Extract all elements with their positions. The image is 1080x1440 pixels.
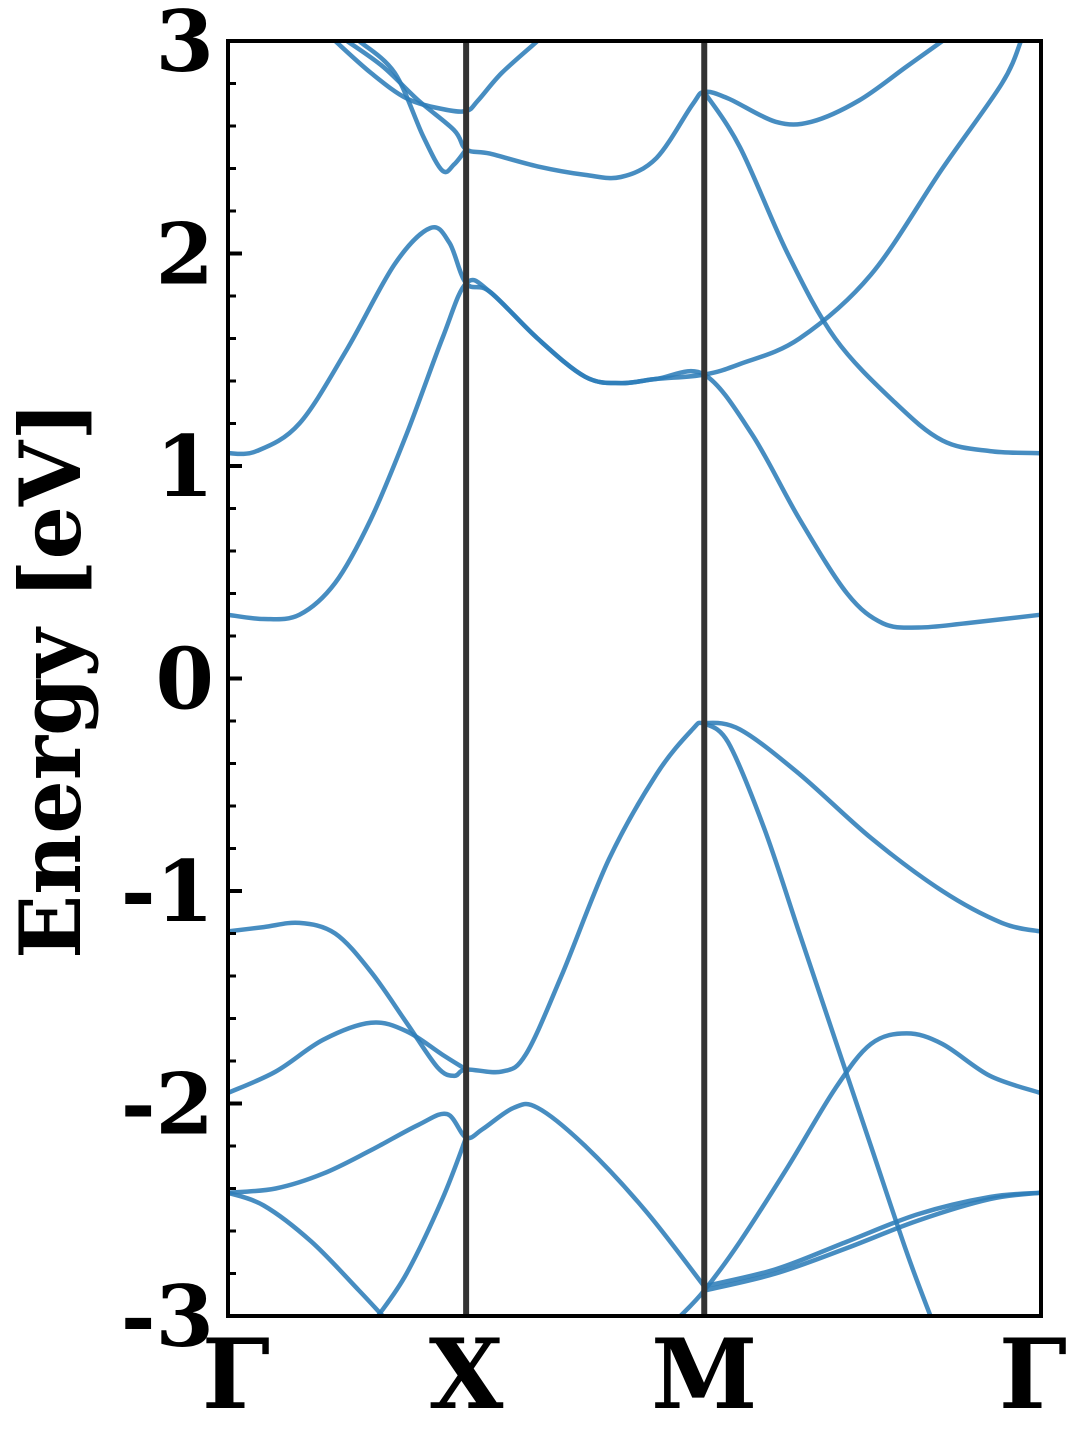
y-tick-label: 3 — [156, 0, 214, 91]
band-7 — [228, 720, 1041, 1079]
high-symmetry-lines — [463, 41, 708, 1316]
band-lines — [228, 41, 1041, 1316]
y-tick-label: -2 — [121, 1055, 214, 1154]
band-9 — [701, 720, 933, 1316]
x-tick-label-2: X — [429, 1318, 504, 1431]
x-tick-label-3: M — [651, 1318, 757, 1431]
plot-frame — [226, 39, 1043, 1318]
y-tick-label: -3 — [121, 1267, 214, 1366]
band-11 — [375, 1135, 469, 1316]
band-15 — [701, 1190, 1041, 1293]
y-tick-label: 0 — [156, 630, 214, 729]
band-1 — [228, 41, 1024, 457]
band-13 — [678, 1031, 1041, 1316]
y-ticks: 3 2 1 0 -1 -2 -3 — [121, 0, 242, 1366]
band-5 — [356, 41, 469, 175]
y-axis-label: Energy [eV] — [1, 401, 100, 959]
y-tick-label: -1 — [121, 842, 214, 941]
band-2 — [228, 277, 1041, 630]
y-tick-label: 1 — [156, 417, 214, 516]
band-3 — [332, 41, 540, 114]
band-12 — [228, 1190, 386, 1316]
band-6 — [701, 89, 1041, 456]
band-4 — [344, 41, 945, 181]
x-tick-label-4: Γ — [999, 1318, 1067, 1431]
band-8 — [228, 1020, 469, 1096]
x-tick-label-1: Γ — [202, 1318, 270, 1431]
y-tick-label: 2 — [156, 205, 214, 304]
